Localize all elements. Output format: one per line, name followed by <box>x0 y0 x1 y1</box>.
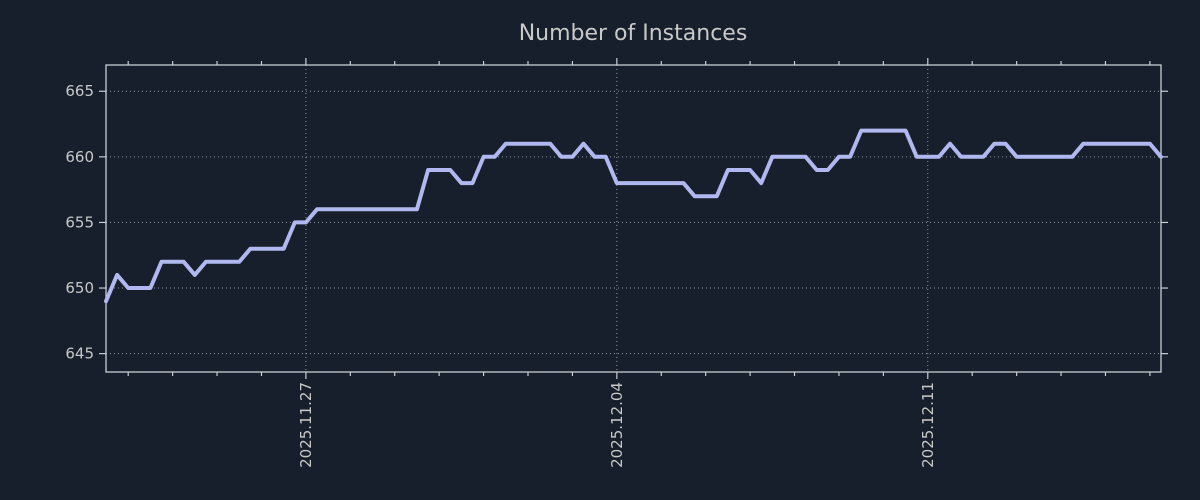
y-axis-label: 645 <box>65 345 94 363</box>
instances-line <box>104 128 1163 304</box>
y-axis-label: 665 <box>65 82 94 100</box>
grid-layer <box>106 65 1161 372</box>
y-axis-label: 655 <box>65 213 94 231</box>
x-axis-label: 2025.11.27 <box>297 382 315 468</box>
label-layer: 645 650 655 660 665 2025.11.27 2025.12.04 2025.… <box>65 82 936 468</box>
y-axis-label: 650 <box>65 279 94 297</box>
x-axis-label: 2025.12.04 <box>608 382 626 468</box>
axis-layer <box>99 58 1168 379</box>
series-layer <box>104 128 1163 304</box>
y-axis-label: 660 <box>65 148 94 166</box>
x-axis-label: 2025.12.11 <box>919 382 937 468</box>
chart-title: Number of Instances <box>519 21 748 46</box>
plot-border <box>105 64 1162 373</box>
